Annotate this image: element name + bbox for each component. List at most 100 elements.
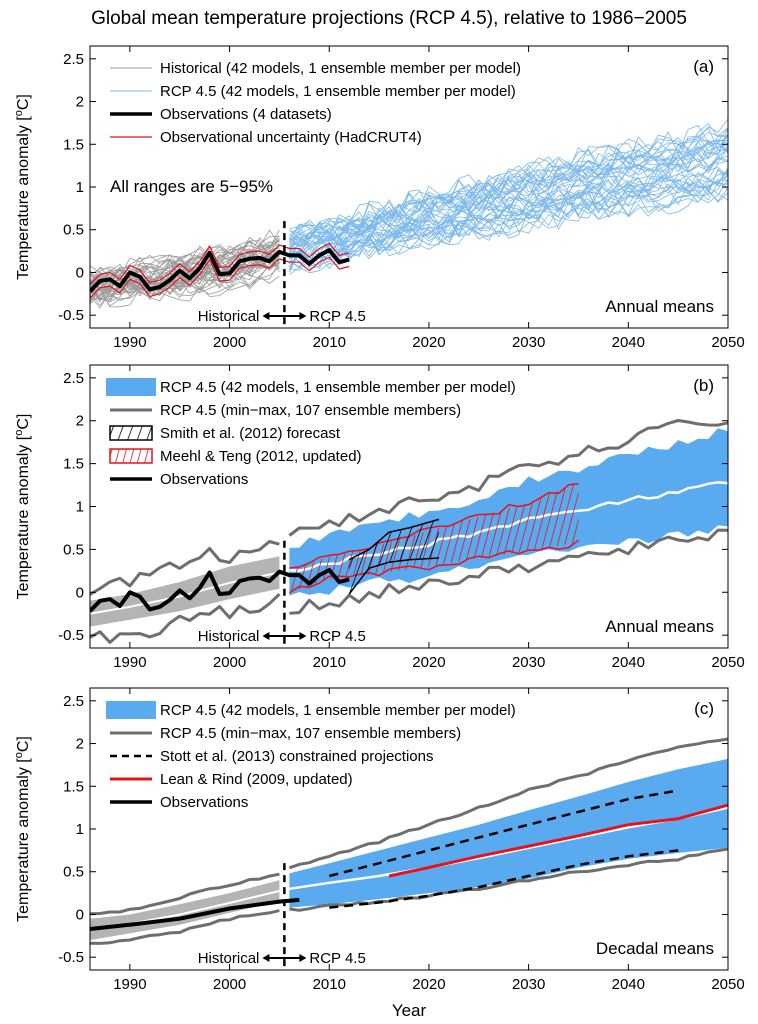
x-tick-label: 2010 [313,654,346,671]
legend: RCP 4.5 (42 models, 1 ensemble member pe… [106,701,516,811]
historical-model-line [90,238,280,286]
x-tick-label: 2040 [612,334,645,351]
panel-label: (c) [694,699,714,718]
panel-b: Historical RCP 4.5 1990 2000 2010 2020 2030 204… [13,364,745,671]
x-tick-label: 1990 [113,976,146,993]
panel-label: (b) [693,376,714,395]
ranges-note: All ranges are 5−95% [110,177,273,196]
x-tick-label: 2050 [711,654,744,671]
y-axis-unit-degree: o [13,752,25,758]
x-tick-label: 2030 [512,654,545,671]
rcp-model-line [289,187,728,267]
lean-rind-line [388,803,728,878]
y-axis-label-text: Temperature anomaly [ [15,116,32,280]
stott-upper-line [328,789,679,878]
rcp-model-line [289,186,728,276]
y-axis-unit: C] [15,736,32,752]
y-axis-unit-degree: o [13,430,25,436]
rcp-label: RCP 4.5 [309,950,365,967]
y-tick-label: 1.5 [63,136,84,153]
x-tick-label: 2000 [213,654,246,671]
smith-forecast-hatch [349,519,439,594]
historical-model-line [90,255,280,302]
arrow-head-right [299,312,307,320]
legend-label: RCP 4.5 (42 models, 1 ensemble member pe… [160,83,516,100]
historical-model-line [90,235,280,286]
y-axis-unit: C] [15,94,32,110]
historical-model-line [90,261,280,308]
rcp-range-band [289,758,728,908]
observations-line [90,897,300,931]
x-tick-label: 1990 [113,334,146,351]
plot-area [90,419,728,644]
legend-label: Meehl & Teng (2012, updated) [160,448,362,465]
legend-label: Observations (4 datasets) [160,106,332,123]
x-tick-label: 2030 [512,334,545,351]
rcp-model-line [289,167,728,262]
minmax-line [90,593,281,644]
minmax-line [90,872,280,916]
smith-forecast-low [348,557,439,595]
y-axis-label: Temperature anomaly [oC] [13,414,32,600]
x-axis-label: Year [392,1001,427,1020]
historical-label: Historical [198,308,260,325]
minmax-line [90,909,280,945]
historical-model-line [90,239,280,282]
arrow-head-left [262,312,270,320]
minmax-line [289,528,728,615]
historical-model-line [90,275,280,307]
rcp-model-line [289,170,728,265]
y-axis-label-text: Temperature anomaly [ [15,435,32,599]
x-tick-label: 2020 [412,976,445,993]
observations-line [90,568,350,613]
y-axis-label: Temperature anomaly [oC] [13,94,32,280]
y-tick-label: -0.5 [58,307,84,324]
legend-label: Observations [160,794,248,811]
rcp-model-line [289,123,728,243]
x-tick-label: 2020 [412,654,445,671]
rcp-model-line [289,146,728,247]
x-tick-label: 2050 [711,976,744,993]
plot-area [90,118,728,309]
y-tick-label: 0 [76,264,84,281]
x-tick-label: 2000 [213,976,246,993]
y-tick-label: 2 [76,413,84,430]
obs-uncertainty-upper [90,242,350,285]
rcp-model-line [289,158,728,265]
corner-text: Decadal means [596,939,714,958]
rcp-model-line [289,127,728,240]
legend-label: Lean & Rind (2009, updated) [160,771,353,788]
rcp-model-line [289,147,728,246]
minmax-line [288,737,728,870]
smith-forecast-high [348,518,440,561]
legend-swatch-rcp-band [106,701,156,719]
historical-model-line [90,235,280,285]
x-tick-label: 2010 [313,334,346,351]
rcp-model-line [289,156,728,250]
corner-text: Annual means [605,617,714,636]
panel-c: Historical RCP 4.5 1990 2000 2010 2020 2030 204… [13,687,745,993]
minmax-line [288,419,728,537]
y-tick-label: 1.5 [63,778,84,795]
legend-swatch-meehl [109,448,153,464]
minmax-line [289,847,728,912]
y-tick-label: 2.5 [63,693,84,710]
legend-label: RCP 4.5 (min−max, 107 ensemble members) [160,402,461,419]
panel-a: Historical RCP 4.5 1990 2000 2010 2020 2030 204… [13,45,745,351]
y-tick-label: -0.5 [58,949,84,966]
rcp-model-line [289,167,728,260]
y-tick-label: 2 [76,736,84,753]
y-tick-label: 0.5 [63,864,84,881]
legend-swatch-rcp-band [106,378,156,396]
legend-label: Stott et al. (2013) constrained projecti… [160,748,434,765]
legend: Historical (42 models, 1 ensemble member… [110,60,521,146]
x-tick-label: 2040 [612,654,645,671]
rcp-model-line [289,172,728,272]
historical-range-band [90,556,280,627]
x-tick-label: 2050 [711,334,744,351]
y-tick-label: 0.5 [63,222,84,239]
rcp-model-line [289,125,728,244]
rcp-model-line [289,118,728,243]
legend-label: Historical (42 models, 1 ensemble member… [160,60,521,77]
